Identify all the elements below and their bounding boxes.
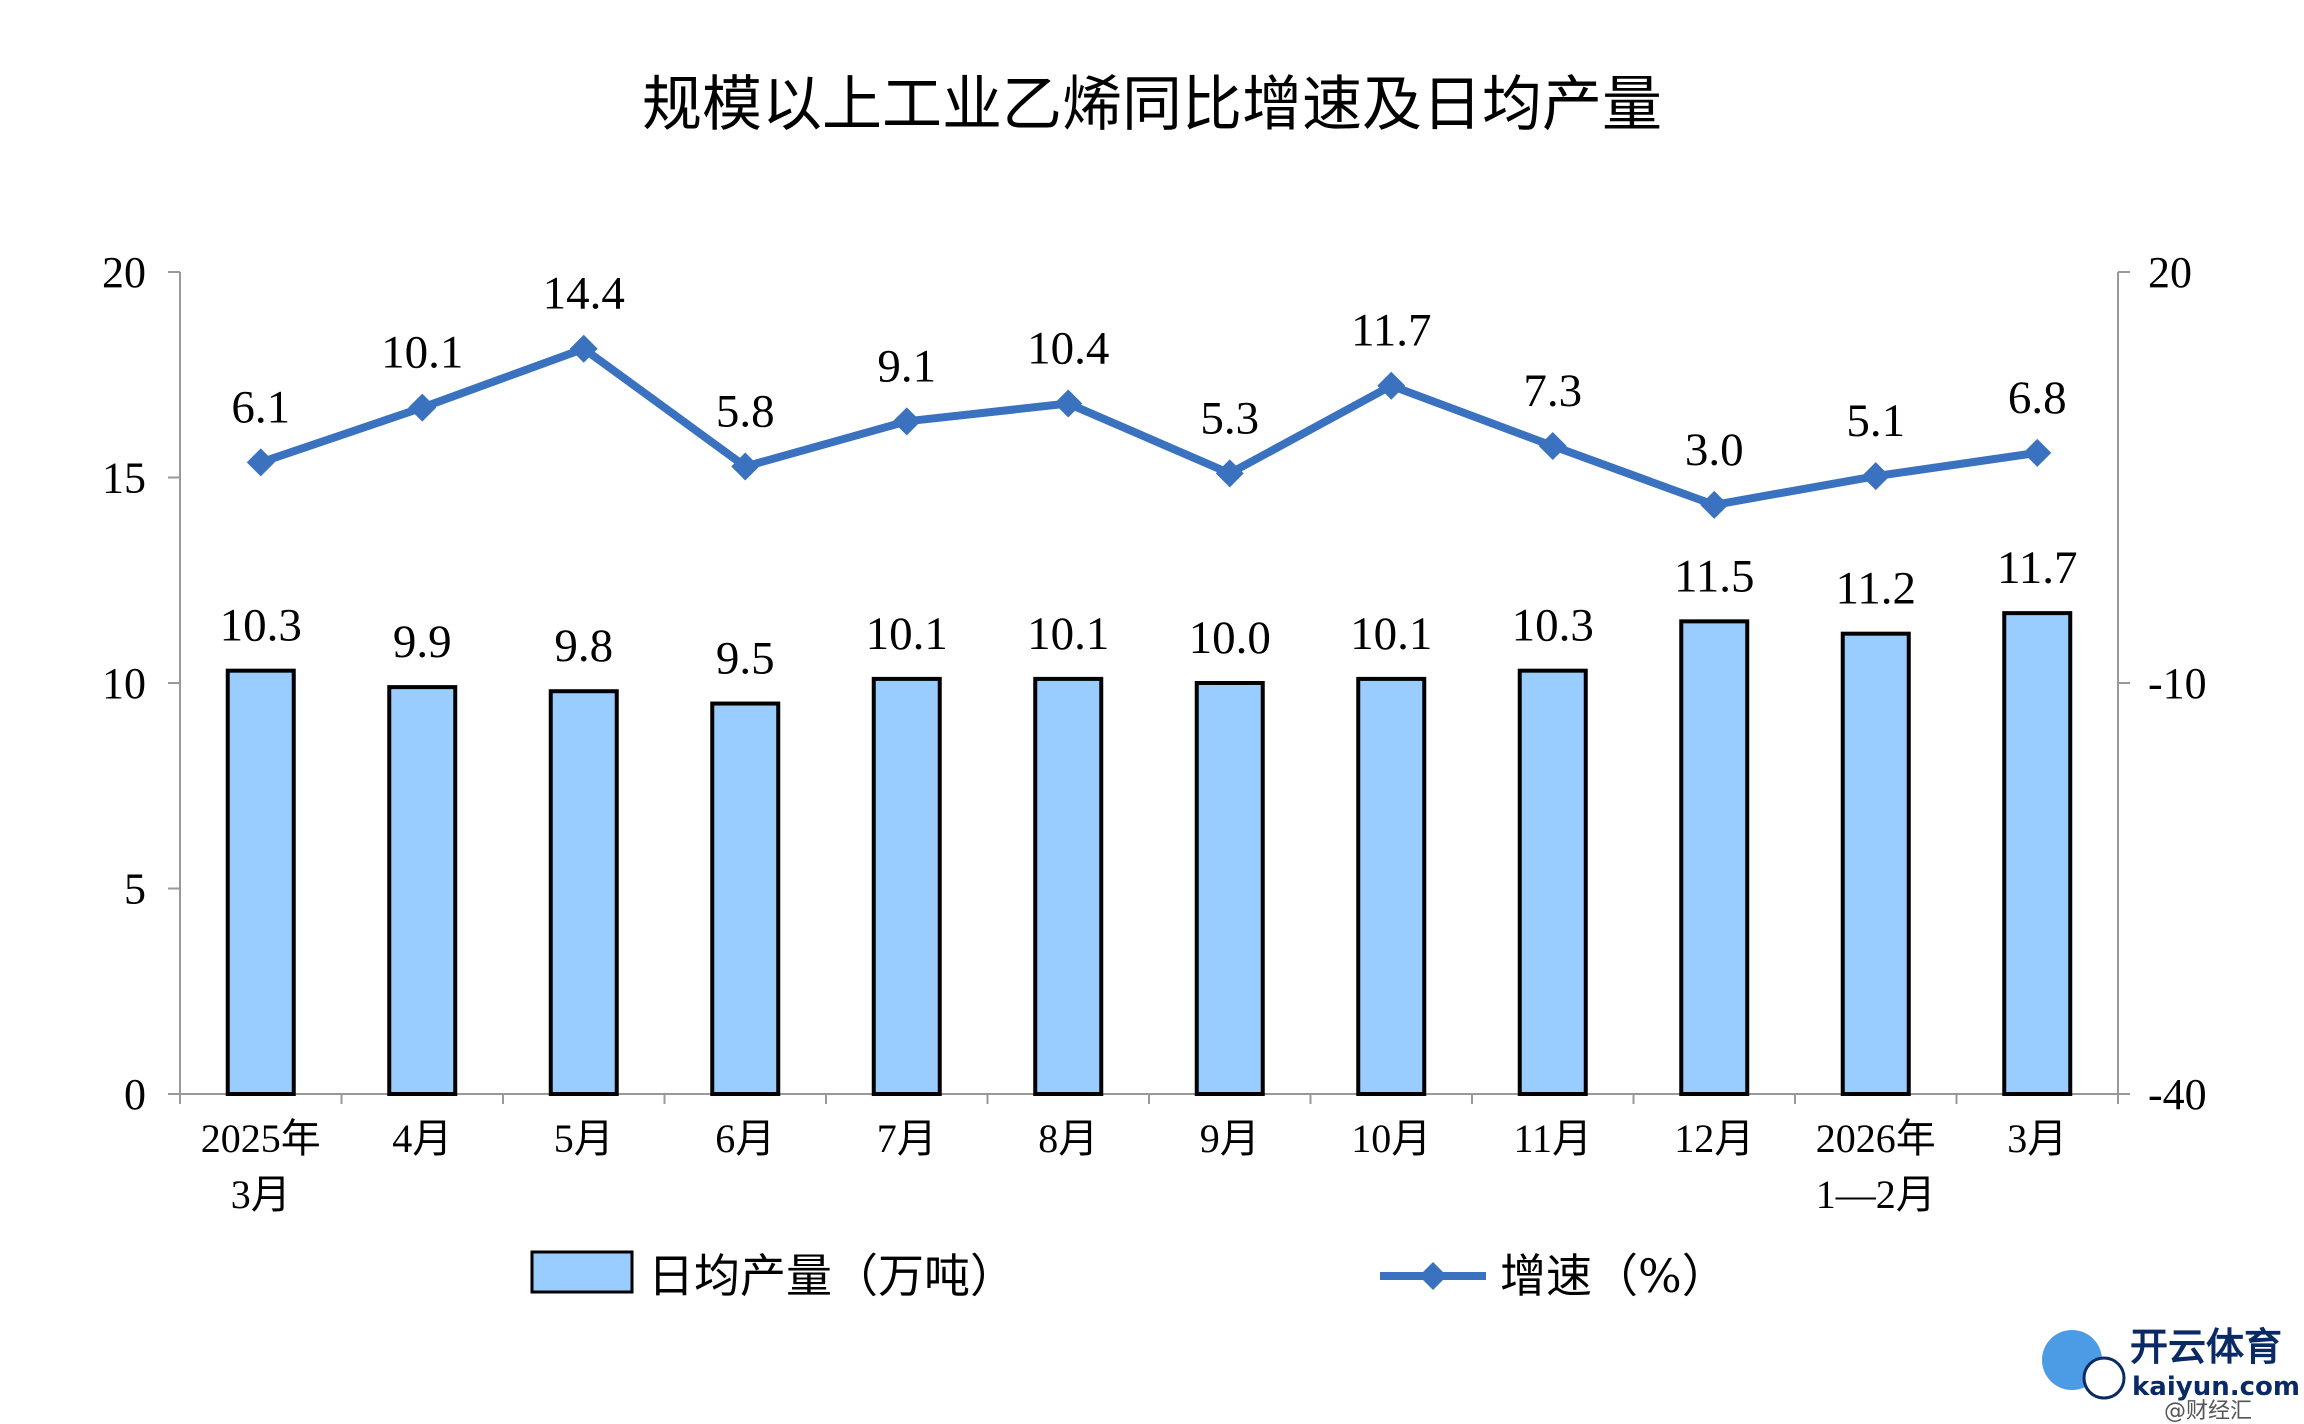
category-label: 6月 xyxy=(715,1116,775,1161)
right-axis-tick-label: 20 xyxy=(2148,248,2192,297)
line-value-label: 10.1 xyxy=(381,327,463,379)
legend-line-label: 增速（%） xyxy=(1500,1249,1728,1303)
category-label: 2025年 xyxy=(201,1116,321,1161)
bar-value-label: 10.1 xyxy=(1350,608,1432,660)
line-value-label: 5.1 xyxy=(1846,395,1905,447)
bar-value-label: 11.2 xyxy=(1835,563,1916,615)
bar-value-label: 10.3 xyxy=(1512,600,1594,652)
watermark-domain: kaiyun.com xyxy=(2132,1372,2300,1402)
bar-value-label: 9.8 xyxy=(554,620,613,672)
line-marker xyxy=(569,334,598,363)
line-marker xyxy=(1538,431,1567,460)
category-label: 2026年 xyxy=(1816,1116,1936,1161)
category-label: 4月 xyxy=(392,1116,452,1161)
right-axis-tick-label: -40 xyxy=(2148,1070,2207,1119)
left-axis-tick-label: 20 xyxy=(102,248,146,297)
category-label: 8月 xyxy=(1038,1116,1098,1161)
bar-value-label: 11.7 xyxy=(1997,542,2078,594)
line-marker xyxy=(892,407,921,436)
line-marker xyxy=(1861,462,1890,491)
line-marker xyxy=(731,452,760,481)
line-value-label: 5.8 xyxy=(716,386,775,438)
line-value-label: 5.3 xyxy=(1200,392,1259,444)
category-label: 12月 xyxy=(1674,1116,1754,1161)
right-axis-tick-label: -10 xyxy=(2148,659,2207,708)
bar-value-label: 11.5 xyxy=(1674,550,1755,602)
bar xyxy=(225,668,296,1096)
legend-line-marker xyxy=(1419,1262,1447,1290)
bar-value-label: 10.0 xyxy=(1189,612,1271,664)
line-marker xyxy=(2023,438,2052,467)
bar xyxy=(1356,676,1427,1096)
bar xyxy=(387,685,458,1096)
bar-value-label: 10.1 xyxy=(1027,608,1109,660)
bar xyxy=(1517,668,1588,1096)
line-value-label: 6.1 xyxy=(231,381,290,433)
category-label: 5月 xyxy=(554,1116,614,1161)
line-value-label: 7.3 xyxy=(1523,365,1582,417)
bar-value-label: 10.3 xyxy=(220,600,302,652)
axes: 0 5 10 15 20 -40 -10 20 xyxy=(102,248,2207,1119)
line-marker xyxy=(246,448,275,477)
bar xyxy=(871,676,942,1096)
line-marker xyxy=(1377,371,1406,400)
chart-title: 规模以上工业乙烯同比增速及日均产量 xyxy=(642,70,1662,140)
line-value-label: 10.4 xyxy=(1027,323,1109,375)
watermark: 开云体育 kaiyun.com @财经汇 xyxy=(2042,1325,2300,1424)
legend: 日均产量（万吨） 增速（%） xyxy=(530,1249,1728,1303)
line-series xyxy=(246,334,2052,519)
line-marker xyxy=(1054,389,1083,418)
category-label: 11月 xyxy=(1513,1116,1592,1161)
category-label: 7月 xyxy=(877,1116,937,1161)
category-label: 3月 xyxy=(2007,1116,2067,1161)
bar xyxy=(710,701,781,1096)
bar xyxy=(2002,611,2073,1096)
bar xyxy=(1679,619,1750,1096)
category-labels: 2025年 3月 4月 5月 6月 7月 8月 9月 10月 11月 12月 2026年 1—2月 3月 xyxy=(201,1116,2068,1217)
line-value-label: 6.8 xyxy=(2008,372,2067,424)
left-axis-tick-label: 10 xyxy=(102,659,146,708)
line-value-label: 14.4 xyxy=(543,268,625,320)
watermark-sub: @财经汇 xyxy=(2164,1399,2252,1424)
legend-bar-label: 日均产量（万吨） xyxy=(648,1249,1016,1303)
bar xyxy=(1033,676,1104,1096)
bar-value-label: 10.1 xyxy=(866,608,948,660)
legend-bar-swatch xyxy=(530,1250,634,1294)
bar xyxy=(1840,631,1911,1096)
line-value-label: 9.1 xyxy=(877,340,936,392)
growth-line xyxy=(259,344,2038,509)
watermark-ball-icon xyxy=(2082,1356,2126,1400)
category-label: 1—2月 xyxy=(1816,1172,1936,1217)
bar xyxy=(548,689,619,1096)
line-marker xyxy=(1215,459,1244,488)
left-axis-tick-label: 0 xyxy=(124,1070,146,1119)
bar-series xyxy=(225,611,2073,1096)
left-axis-tick-label: 5 xyxy=(124,865,146,914)
line-value-label: 11.7 xyxy=(1351,305,1432,357)
left-axis-tick-label: 15 xyxy=(102,454,146,503)
category-label: 9月 xyxy=(1200,1116,1260,1161)
watermark-brand: 开云体育 xyxy=(2130,1325,2282,1369)
data-labels: 10.3 9.9 9.8 9.5 10.1 10.1 10.0 10.1 10.3 11.5 11.… xyxy=(220,268,2078,685)
line-marker xyxy=(1700,490,1729,519)
category-label: 10月 xyxy=(1351,1116,1431,1161)
line-marker xyxy=(408,393,437,422)
bar-value-label: 9.5 xyxy=(716,633,775,685)
category-label: 3月 xyxy=(231,1172,291,1217)
bar xyxy=(1194,681,1265,1096)
line-value-label: 3.0 xyxy=(1685,424,1744,476)
bar-value-label: 9.9 xyxy=(393,616,452,668)
